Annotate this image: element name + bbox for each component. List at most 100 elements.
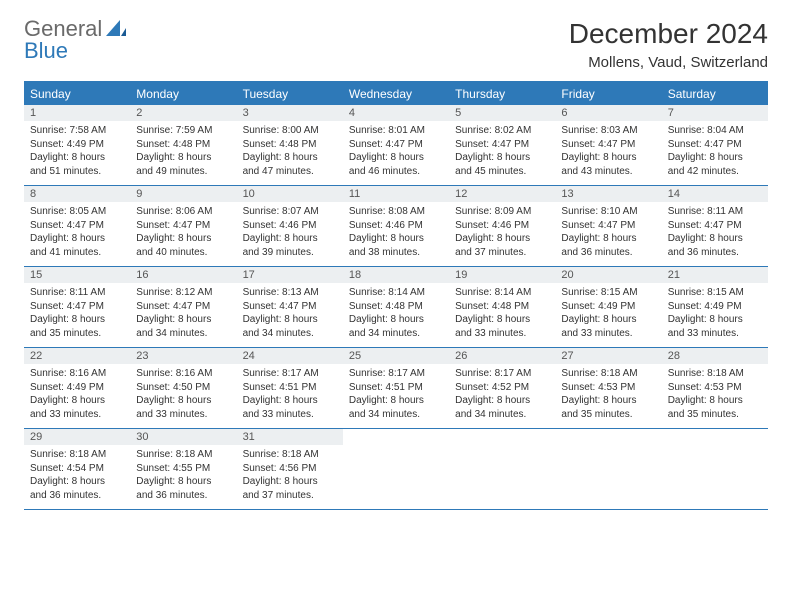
daylight-text: Daylight: 8 hours and 35 minutes. [30,313,124,340]
day-number: 5 [449,105,555,121]
daylight-text: Daylight: 8 hours and 41 minutes. [30,232,124,259]
logo-text-blue: Blue [24,38,68,63]
week-row: 1Sunrise: 7:58 AMSunset: 4:49 PMDaylight… [24,105,768,186]
day-body: Sunrise: 8:18 AMSunset: 4:53 PMDaylight:… [662,367,768,421]
logo-sail-icon [106,16,126,41]
day-cell: 2 Sunrise: 7:59 AMSunset: 4:48 PMDaylight… [130,105,236,185]
day-cell: 22Sunrise: 8:16 AMSunset: 4:49 PMDayligh… [24,348,130,428]
daylight-text: Daylight: 8 hours and 33 minutes. [30,394,124,421]
daylight-text: Daylight: 8 hours and 33 minutes. [136,394,230,421]
day-number: 2 [130,105,236,121]
week-row: 29Sunrise: 8:18 AMSunset: 4:54 PMDayligh… [24,429,768,510]
daylight-text: Daylight: 8 hours and 34 minutes. [349,394,443,421]
day-of-week-header: SundayMondayTuesdayWednesdayThursdayFrid… [24,83,768,105]
dow-cell: Thursday [449,83,555,105]
week-row: 22Sunrise: 8:16 AMSunset: 4:49 PMDayligh… [24,348,768,429]
dow-cell: Tuesday [237,83,343,105]
daylight-text: Daylight: 8 hours and 33 minutes. [455,313,549,340]
day-body: Sunrise: 8:17 AMSunset: 4:52 PMDaylight:… [449,367,555,421]
day-body: Sunrise: 8:11 AMSunset: 4:47 PMDaylight:… [662,205,768,259]
day-cell: 13Sunrise: 8:10 AMSunset: 4:47 PMDayligh… [555,186,661,266]
daylight-text: Daylight: 8 hours and 33 minutes. [668,313,762,340]
sunrise-text: Sunrise: 8:17 AM [243,367,337,381]
day-number: 4 [343,105,449,121]
sunset-text: Sunset: 4:48 PM [349,300,443,314]
sunrise-text: Sunrise: 8:18 AM [136,448,230,462]
sunrise-text: Sunrise: 8:14 AM [455,286,549,300]
sunrise-text: Sunrise: 8:18 AM [668,367,762,381]
sunset-text: Sunset: 4:47 PM [455,138,549,152]
dow-cell: Saturday [662,83,768,105]
day-number: 16 [130,267,236,283]
day-number: 31 [237,429,343,445]
day-cell: 11 Sunrise: 8:08 AMSunset: 4:46 PMDayligh… [343,186,449,266]
daylight-text: Daylight: 8 hours and 38 minutes. [349,232,443,259]
sunrise-text: Sunrise: 8:17 AM [455,367,549,381]
sunrise-text: Sunrise: 8:18 AM [30,448,124,462]
day-cell: 20Sunrise: 8:15 AMSunset: 4:49 PMDayligh… [555,267,661,347]
logo: General Blue [24,18,126,62]
day-number: 1 [24,105,130,121]
daylight-text: Daylight: 8 hours and 37 minutes. [455,232,549,259]
day-cell: 18Sunrise: 8:14 AMSunset: 4:48 PMDayligh… [343,267,449,347]
sunrise-text: Sunrise: 8:12 AM [136,286,230,300]
day-cell: 8Sunrise: 8:05 AMSunset: 4:47 PMDaylight… [24,186,130,266]
day-number: 19 [449,267,555,283]
day-number: 14 [662,186,768,202]
daylight-text: Daylight: 8 hours and 35 minutes. [668,394,762,421]
day-cell: 1Sunrise: 7:58 AMSunset: 4:49 PMDaylight… [24,105,130,185]
day-body: Sunrise: 8:08 AMSunset: 4:46 PMDaylight:… [343,205,449,259]
dow-cell: Friday [555,83,661,105]
sunset-text: Sunset: 4:51 PM [243,381,337,395]
daylight-text: Daylight: 8 hours and 43 minutes. [561,151,655,178]
daylight-text: Daylight: 8 hours and 36 minutes. [561,232,655,259]
daylight-text: Daylight: 8 hours and 33 minutes. [243,394,337,421]
day-number: 20 [555,267,661,283]
day-body: Sunrise: 8:05 AMSunset: 4:47 PMDaylight:… [24,205,130,259]
sunrise-text: Sunrise: 7:59 AM [136,124,230,138]
daylight-text: Daylight: 8 hours and 36 minutes. [30,475,124,502]
sunrise-text: Sunrise: 8:11 AM [30,286,124,300]
day-number: 11 [343,186,449,202]
daylight-text: Daylight: 8 hours and 39 minutes. [243,232,337,259]
day-body: Sunrise: 7:59 AMSunset: 4:48 PMDaylight:… [130,124,236,178]
day-body: Sunrise: 8:15 AMSunset: 4:49 PMDaylight:… [662,286,768,340]
day-body: Sunrise: 8:02 AMSunset: 4:47 PMDaylight:… [449,124,555,178]
day-body: Sunrise: 8:09 AMSunset: 4:46 PMDaylight:… [449,205,555,259]
day-cell: 30Sunrise: 8:18 AMSunset: 4:55 PMDayligh… [130,429,236,509]
empty-cell [343,429,449,509]
week-row: 15Sunrise: 8:11 AMSunset: 4:47 PMDayligh… [24,267,768,348]
weeks-container: 1Sunrise: 7:58 AMSunset: 4:49 PMDaylight… [24,105,768,510]
sunset-text: Sunset: 4:49 PM [668,300,762,314]
sunrise-text: Sunrise: 8:11 AM [668,205,762,219]
sunrise-text: Sunrise: 8:14 AM [349,286,443,300]
sunset-text: Sunset: 4:47 PM [668,219,762,233]
daylight-text: Daylight: 8 hours and 33 minutes. [561,313,655,340]
dow-cell: Sunday [24,83,130,105]
daylight-text: Daylight: 8 hours and 45 minutes. [455,151,549,178]
sunrise-text: Sunrise: 8:18 AM [243,448,337,462]
sunset-text: Sunset: 4:54 PM [30,462,124,476]
empty-cell [662,429,768,509]
day-cell: 14 Sunrise: 8:11 AMSunset: 4:47 PMDayligh… [662,186,768,266]
sunset-text: Sunset: 4:49 PM [30,138,124,152]
empty-cell [449,429,555,509]
day-number: 17 [237,267,343,283]
sunset-text: Sunset: 4:49 PM [561,300,655,314]
week-row: 8Sunrise: 8:05 AMSunset: 4:47 PMDaylight… [24,186,768,267]
sunset-text: Sunset: 4:47 PM [349,138,443,152]
sunrise-text: Sunrise: 8:07 AM [243,205,337,219]
sunrise-text: Sunrise: 8:10 AM [561,205,655,219]
sunset-text: Sunset: 4:47 PM [136,219,230,233]
daylight-text: Daylight: 8 hours and 37 minutes. [243,475,337,502]
sunrise-text: Sunrise: 8:05 AM [30,205,124,219]
day-number: 24 [237,348,343,364]
sunset-text: Sunset: 4:50 PM [136,381,230,395]
day-cell: 3Sunrise: 8:00 AMSunset: 4:48 PMDaylight… [237,105,343,185]
sunset-text: Sunset: 4:49 PM [30,381,124,395]
sunset-text: Sunset: 4:52 PM [455,381,549,395]
daylight-text: Daylight: 8 hours and 36 minutes. [136,475,230,502]
sunset-text: Sunset: 4:47 PM [243,300,337,314]
daylight-text: Daylight: 8 hours and 35 minutes. [561,394,655,421]
day-number: 7 [662,105,768,121]
